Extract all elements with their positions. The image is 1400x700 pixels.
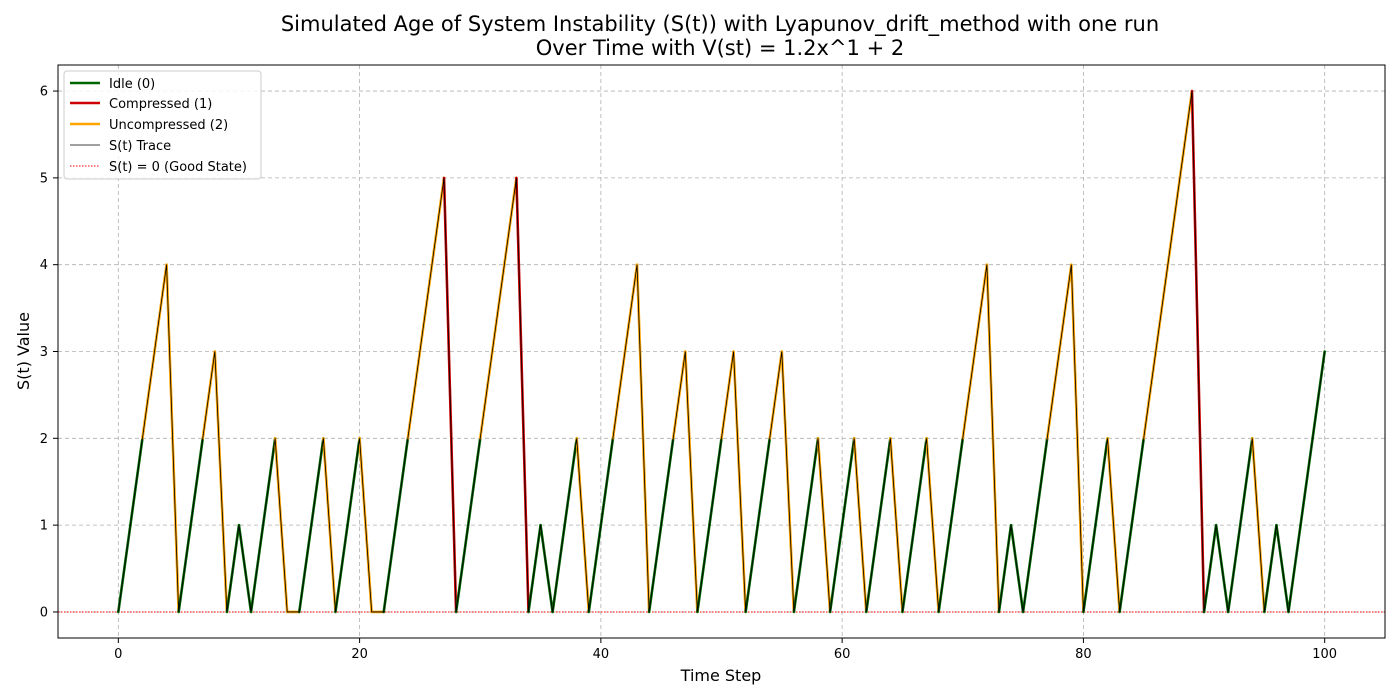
x-tick-label: 0 — [114, 647, 122, 662]
legend: Idle (0) Compressed (1) Uncompressed (2)… — [63, 70, 262, 180]
y-tick-label: 6 — [40, 85, 48, 100]
grid — [58, 65, 1385, 638]
y-tick-label: 2 — [40, 432, 48, 447]
x-axis-ticks: 0 20 40 60 80 100 — [114, 638, 1337, 662]
y-tick-label: 3 — [40, 345, 48, 360]
trace-line — [117, 90, 1326, 613]
legend-entry-compressed: Compressed (1) — [109, 97, 212, 112]
legend-entry-trace: S(t) Trace — [109, 139, 171, 154]
x-tick-label: 60 — [834, 647, 851, 662]
chart-subtitle: Over Time with V(st) = 1.2x^1 + 2 — [536, 36, 904, 60]
legend-box — [63, 70, 262, 180]
y-axis-label: S(t) Value — [14, 312, 33, 390]
x-tick-label: 100 — [1312, 647, 1337, 662]
legend-entry-uncompressed: Uncompressed (2) — [109, 118, 228, 133]
x-tick-label: 40 — [593, 647, 610, 662]
y-tick-label: 4 — [40, 258, 48, 273]
legend-entry-idle: Idle (0) — [109, 77, 155, 92]
y-tick-label: 5 — [40, 171, 48, 186]
y-tick-label: 0 — [40, 605, 48, 620]
chart-title: Simulated Age of System Instability (S(t… — [281, 12, 1159, 37]
y-tick-label: 1 — [40, 519, 48, 534]
x-tick-label: 80 — [1075, 647, 1092, 662]
x-axis-label: Time Step — [680, 666, 762, 685]
y-axis-ticks: 0 1 2 3 4 5 6 — [40, 85, 58, 620]
trace-layer — [117, 90, 1326, 613]
legend-entry-reference: S(t) = 0 (Good State) — [109, 160, 247, 175]
x-tick-label: 20 — [351, 647, 368, 662]
